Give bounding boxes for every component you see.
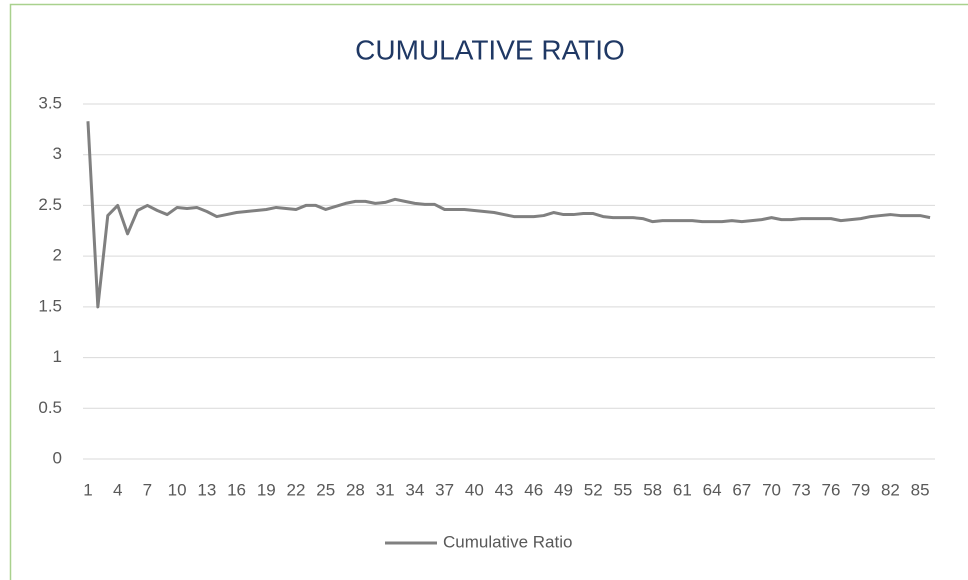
x-tick-label: 79	[851, 480, 870, 499]
x-tick-label: 64	[703, 480, 722, 499]
x-tick-label: 43	[495, 480, 514, 499]
x-tick-label: 70	[762, 480, 781, 499]
x-tick-label: 31	[376, 480, 395, 499]
x-tick-label: 40	[465, 480, 484, 499]
x-tick-label: 22	[287, 480, 306, 499]
x-tick-label: 28	[346, 480, 365, 499]
x-tick-label: 34	[405, 480, 424, 499]
series-line	[86, 121, 931, 309]
x-tick-label: 13	[197, 480, 216, 499]
y-tick-label: 0.5	[38, 398, 62, 417]
x-tick-label: 25	[316, 480, 335, 499]
x-tick-label: 76	[822, 480, 841, 499]
y-tick-label: 3.5	[38, 93, 62, 112]
x-tick-label: 55	[613, 480, 632, 499]
y-tick-label: 0	[53, 448, 62, 467]
x-tick-label: 4	[113, 480, 122, 499]
x-tick-label: 61	[673, 480, 692, 499]
x-tick-label: 58	[643, 480, 662, 499]
x-tick-label: 10	[168, 480, 187, 499]
legend-label: Cumulative Ratio	[443, 532, 572, 551]
x-tick-label: 1	[83, 480, 92, 499]
x-tick-label: 16	[227, 480, 246, 499]
x-tick-label: 85	[911, 480, 930, 499]
x-tick-label: 82	[881, 480, 900, 499]
x-tick-label: 19	[257, 480, 276, 499]
y-tick-label: 3	[53, 144, 62, 163]
y-tick-label: 1	[53, 347, 62, 366]
y-tick-label: 2.5	[38, 195, 62, 214]
x-tick-label: 73	[792, 480, 811, 499]
x-tick-label: 37	[435, 480, 454, 499]
x-tick-label: 52	[584, 480, 603, 499]
y-tick-label: 2	[53, 246, 62, 265]
x-tick-label: 67	[732, 480, 751, 499]
x-tick-label: 46	[524, 480, 543, 499]
x-tick-label: 49	[554, 480, 573, 499]
chart-border	[9, 3, 968, 580]
chart-title: CUMULATIVE RATIO	[355, 34, 625, 65]
x-tick-label: 7	[143, 480, 152, 499]
y-tick-label: 1.5	[38, 296, 62, 315]
